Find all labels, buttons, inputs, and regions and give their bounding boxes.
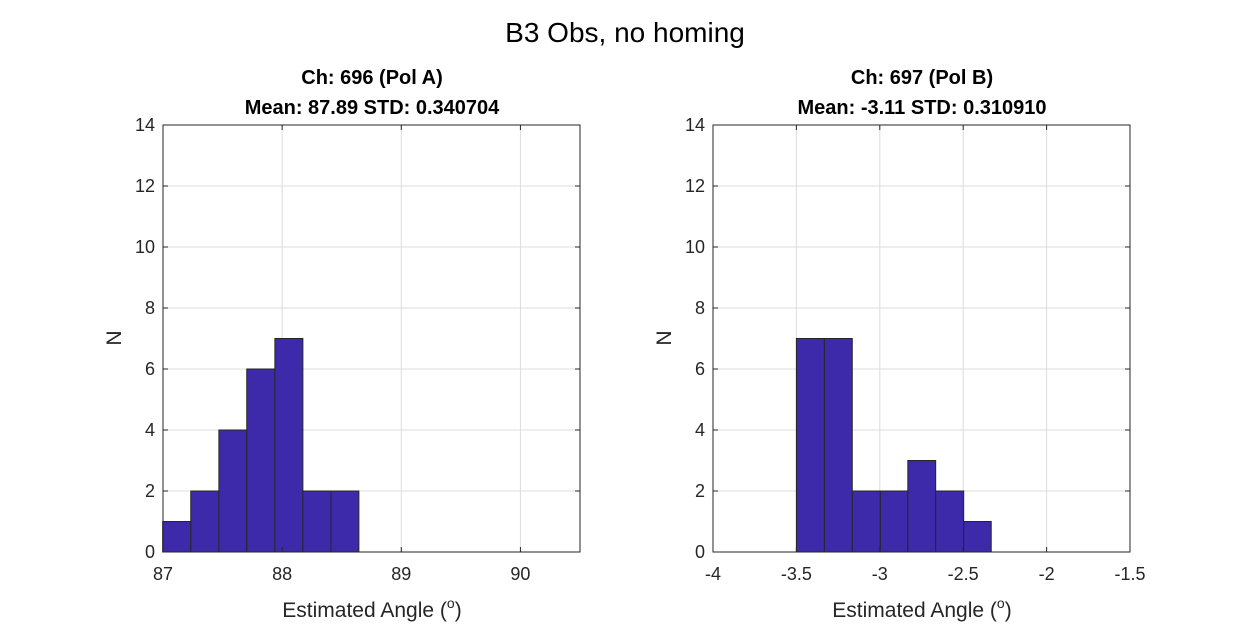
y-tick-label: 8	[695, 298, 705, 318]
y-tick-label: 12	[685, 176, 705, 196]
x-tick-label: -3	[872, 564, 888, 584]
histogram-bar	[302, 490, 332, 553]
panel-title-stats: Mean: -3.11 STD: 0.310910	[797, 97, 1046, 119]
histogram-bars	[162, 338, 360, 553]
histogram-bar	[795, 338, 825, 553]
y-tick-label: 0	[695, 542, 705, 562]
y-tick-label: 4	[145, 420, 155, 440]
histogram-bar	[190, 490, 220, 553]
panel-title-stats: Mean: 87.89 STD: 0.340704	[245, 97, 500, 119]
y-tick-label: 6	[695, 359, 705, 379]
panel-title-channel: Ch: 697 (Pol B)	[851, 67, 993, 89]
figure-title: B3 Obs, no homing	[505, 17, 745, 48]
x-tick-label: 88	[272, 564, 292, 584]
histogram-bar	[162, 521, 192, 553]
y-tick-label: 0	[145, 542, 155, 562]
histogram-bars	[795, 338, 992, 553]
x-axis-label: Estimated Angle (o)	[282, 595, 461, 622]
y-tick-label: 10	[135, 237, 155, 257]
x-tick-label: -2	[1039, 564, 1055, 584]
y-tick-label: 2	[695, 481, 705, 501]
axes-frame	[162, 124, 581, 553]
y-tick-label: 4	[695, 420, 705, 440]
y-tick-label: 12	[135, 176, 155, 196]
y-tick-label: 2	[145, 481, 155, 501]
x-tick-label: 87	[153, 564, 173, 584]
axes-frame	[712, 124, 1131, 553]
x-tick-label: 90	[510, 564, 530, 584]
x-tick-label: -2.5	[948, 564, 979, 584]
histogram-panel-pol-a: Ch: 696 (Pol A) Mean: 87.89 STD: 0.34070…	[103, 67, 581, 622]
histogram-bar	[218, 429, 248, 553]
y-tick-label: 14	[685, 115, 705, 135]
y-axis-label: N	[103, 330, 126, 345]
histogram-panel-pol-b: Ch: 697 (Pol B) Mean: -3.11 STD: 0.31091…	[653, 67, 1146, 622]
histogram-bar	[935, 490, 965, 553]
x-tick-label: -1.5	[1114, 564, 1145, 584]
y-axis-label: N	[653, 330, 676, 345]
panel-title-channel: Ch: 696 (Pol A)	[301, 67, 443, 89]
histogram-bar	[851, 490, 881, 553]
histogram-bar	[330, 490, 360, 553]
histogram-bar	[823, 338, 853, 553]
y-tick-label: 8	[145, 298, 155, 318]
axis-ticks: -4 -3.5 -3 -2.5 -2 -1.5 0 2 4 6 8 10 12 14	[685, 115, 1146, 584]
x-tick-label: -3.5	[781, 564, 812, 584]
y-tick-label: 6	[145, 359, 155, 379]
histogram-bar	[907, 460, 937, 553]
histogram-bar	[963, 521, 992, 553]
y-tick-label: 14	[135, 115, 155, 135]
x-axis-label: Estimated Angle (o)	[832, 595, 1011, 622]
y-tick-label: 10	[685, 237, 705, 257]
axis-ticks: 87 88 89 90 0 2 4 6 8 10 12 14	[135, 115, 580, 584]
histogram-bar	[879, 490, 909, 553]
x-tick-label: -4	[705, 564, 721, 584]
histogram-bar	[274, 338, 304, 553]
histogram-bar	[246, 368, 276, 553]
x-tick-label: 89	[391, 564, 411, 584]
